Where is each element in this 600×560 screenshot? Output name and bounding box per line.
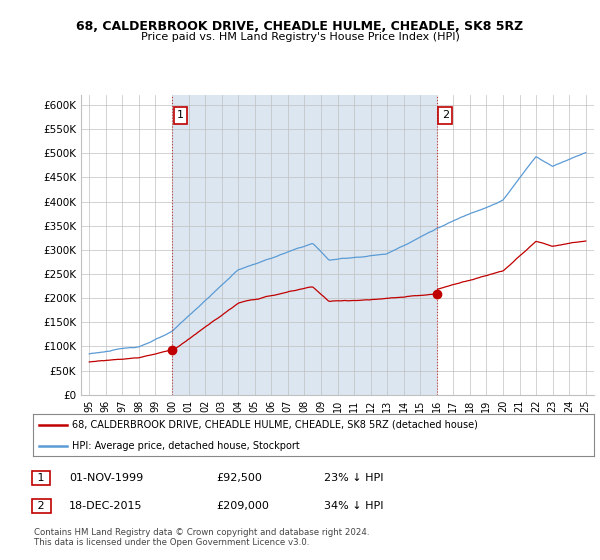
Text: 2: 2 xyxy=(34,501,49,511)
Text: 68, CALDERBROOK DRIVE, CHEADLE HULME, CHEADLE, SK8 5RZ: 68, CALDERBROOK DRIVE, CHEADLE HULME, CH… xyxy=(76,20,524,32)
Text: 68, CALDERBROOK DRIVE, CHEADLE HULME, CHEADLE, SK8 5RZ (detached house): 68, CALDERBROOK DRIVE, CHEADLE HULME, CH… xyxy=(72,420,478,430)
Text: 23% ↓ HPI: 23% ↓ HPI xyxy=(324,473,383,483)
Text: 18-DEC-2015: 18-DEC-2015 xyxy=(69,501,143,511)
Text: £92,500: £92,500 xyxy=(216,473,262,483)
Text: 34% ↓ HPI: 34% ↓ HPI xyxy=(324,501,383,511)
Text: Price paid vs. HM Land Registry's House Price Index (HPI): Price paid vs. HM Land Registry's House … xyxy=(140,32,460,43)
Text: 2: 2 xyxy=(442,110,449,120)
Text: 1: 1 xyxy=(177,110,184,120)
Bar xyxy=(172,95,437,395)
Text: £209,000: £209,000 xyxy=(216,501,269,511)
Text: Contains HM Land Registry data © Crown copyright and database right 2024.
This d: Contains HM Land Registry data © Crown c… xyxy=(34,528,370,547)
Text: 01-NOV-1999: 01-NOV-1999 xyxy=(69,473,143,483)
Text: HPI: Average price, detached house, Stockport: HPI: Average price, detached house, Stoc… xyxy=(72,441,300,451)
Text: 1: 1 xyxy=(34,473,48,483)
